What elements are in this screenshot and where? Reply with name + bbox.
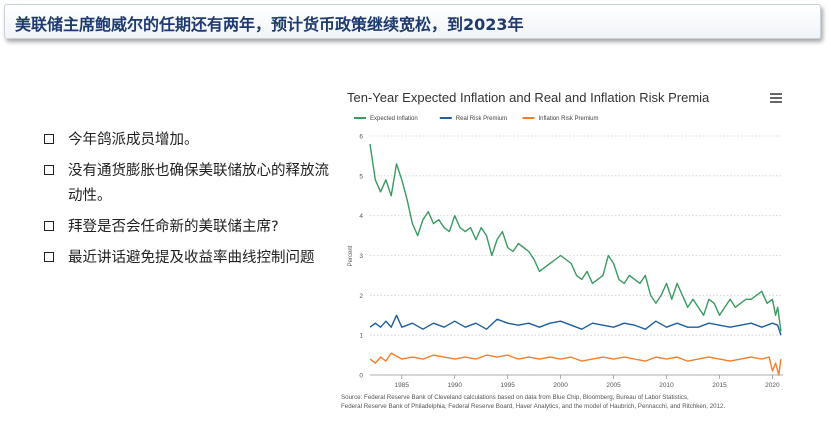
x-tick-label: 1990 (447, 382, 462, 389)
y-tick-label: 2 (359, 293, 363, 300)
bullet-text: 拜登是否会任命新的美联储主席? (68, 219, 279, 235)
chart-title: Ten-Year Expected Inflation and Real and… (347, 90, 710, 105)
legend-label: Expected Inflation (370, 116, 418, 122)
series-line (369, 314, 782, 336)
y-tick-label: 1 (359, 333, 363, 340)
bullet-text: 没有通货膨胀也确保美联储放心的释放流动性。 (68, 163, 329, 204)
legend-label: Inflation Risk Premium (539, 116, 599, 122)
y-tick-label: 6 (359, 134, 363, 141)
y-tick-label: 5 (359, 173, 363, 180)
chart-menu-icon[interactable] (770, 93, 782, 105)
x-tick-label: 2015 (712, 382, 727, 389)
bullet-item: 拜登是否会任命新的美联储主席? (44, 215, 330, 240)
checkbox-bullet-icon (44, 134, 54, 144)
chart-source-note: Source: Federal Reserve Bank of Clevelan… (341, 393, 725, 411)
series-line (369, 352, 782, 376)
legend-label: Real Risk Premium (456, 116, 507, 122)
y-tick-label: 3 (359, 253, 363, 260)
bullet-item: 没有通货膨胀也确保美联储放心的释放流动性。 (44, 159, 330, 209)
y-tick-label: 0 (359, 373, 363, 380)
bullet-item: 今年鸽派成员增加。 (44, 128, 330, 153)
bullet-text: 今年鸽派成员增加。 (68, 132, 199, 148)
bullet-text: 最近讲话避免提及收益率曲线控制问题 (68, 250, 315, 266)
x-tick-label: 1995 (500, 382, 515, 389)
x-tick-label: 1985 (395, 382, 410, 389)
y-tick-label: 4 (359, 213, 363, 220)
x-tick-label: 2020 (765, 382, 780, 389)
checkbox-bullet-icon (44, 165, 54, 175)
x-tick-label: 2000 (553, 382, 568, 389)
page-title: 美联储主席鲍威尔的任期还有两年，预计货币政策继续宽松，到2023年 (15, 15, 524, 34)
x-tick-label: 2010 (659, 382, 674, 389)
y-axis-label: Percent (348, 245, 354, 266)
checkbox-bullet-icon (44, 221, 54, 231)
checkbox-bullet-icon (44, 252, 54, 262)
source-line-1: Source: Federal Reserve Bank of Clevelan… (341, 394, 689, 401)
series-line (369, 143, 782, 332)
title-banner: 美联储主席鲍威尔的任期还有两年，预计货币政策继续宽松，到2023年 (4, 4, 821, 39)
source-line-2: Federal Reserve Bank of Philadelphia, Fe… (341, 403, 726, 410)
bullet-list: 今年鸽派成员增加。 没有通货膨胀也确保美联储放心的释放流动性。 拜登是否会任命新… (44, 128, 330, 277)
bullet-item: 最近讲话避免提及收益率曲线控制问题 (44, 246, 330, 271)
x-tick-label: 2005 (606, 382, 621, 389)
